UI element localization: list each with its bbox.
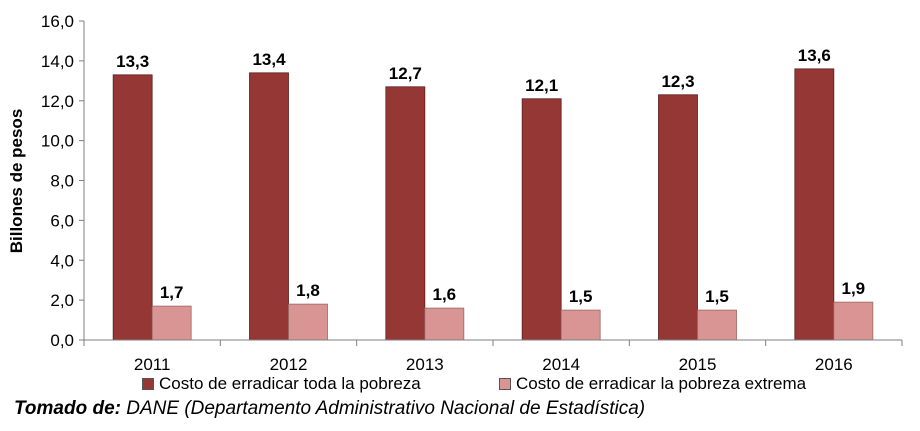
data-label-series-1: 13,6: [798, 46, 831, 65]
bar-chart: Billones de pesos 0,0 2,0 4,0 6,0 8,0 10,0 12,…: [7, 12, 903, 372]
bar-series-1: [385, 86, 426, 341]
source-prefix: Tomado de:: [14, 398, 121, 419]
data-label-series-1: 12,7: [389, 64, 422, 83]
legend-item-series-1: Costo de erradicar toda la pobreza: [142, 374, 421, 394]
y-tick-label: 14,0: [41, 52, 74, 71]
legend-label-series-1: Costo de erradicar toda la pobreza: [159, 374, 421, 393]
x-tick-label: 2011: [134, 355, 171, 372]
y-tick-label: 4,0: [50, 251, 74, 270]
y-tick-label: 8,0: [50, 172, 74, 191]
y-tick-label: 16,0: [41, 12, 74, 31]
data-label-series-1: 12,3: [661, 72, 694, 91]
data-label-series-2: 1,5: [569, 287, 593, 306]
x-tick-label: 2014: [542, 355, 580, 372]
bar-series-1: [794, 68, 835, 341]
bar-series-1: [249, 72, 289, 341]
data-label-series-1: 13,4: [252, 50, 286, 69]
bar-series-2: [833, 301, 874, 341]
y-tick-label: 12,0: [41, 92, 74, 111]
y-tick-label: 10,0: [41, 132, 74, 151]
data-label-series-2: 1,8: [296, 281, 320, 300]
legend: Costo de erradicar toda la pobreza Costo…: [0, 374, 920, 398]
legend-label-series-2: Costo de erradicar la pobreza extrema: [516, 374, 807, 393]
source-text: DANE (Departamento Administrativo Nacion…: [120, 398, 646, 419]
data-label-series-1: 13,3: [116, 52, 149, 71]
bar-series-2: [560, 309, 601, 341]
bar-series-2: [151, 305, 192, 341]
x-tick-label: 2013: [406, 355, 444, 372]
y-tick-label: 2,0: [50, 291, 74, 310]
data-label-series-2: 1,9: [842, 279, 866, 298]
legend-swatch-series-2: [499, 378, 511, 390]
data-label-series-2: 1,6: [433, 285, 457, 304]
bar-series-2: [697, 309, 737, 341]
data-label-series-2: 1,7: [160, 283, 184, 302]
x-tick-label: 2015: [679, 355, 717, 372]
bar-series-1: [112, 74, 153, 341]
x-tick-label: 2016: [815, 355, 853, 372]
y-axis-label: Billones de pesos: [7, 109, 26, 254]
legend-swatch-series-1: [142, 378, 154, 390]
data-label-series-1: 12,1: [525, 76, 558, 95]
y-tick-label: 6,0: [50, 211, 74, 230]
y-tick-label: 0,0: [50, 331, 74, 350]
legend-item-series-2: Costo de erradicar la pobreza extrema: [499, 374, 806, 394]
x-tick-label: 2012: [270, 355, 308, 372]
bar-series-2: [288, 303, 328, 341]
bar-series-2: [424, 307, 465, 341]
source-note: Tomado de: DANE (Departamento Administra…: [14, 398, 645, 420]
data-label-series-2: 1,5: [705, 287, 729, 306]
bar-series-1: [658, 94, 698, 341]
bar-series-1: [521, 98, 562, 341]
